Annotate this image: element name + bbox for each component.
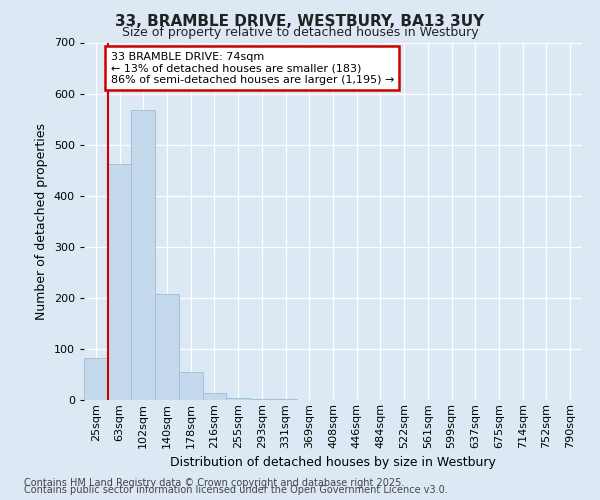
Bar (226, 398, 250, 400)
Bar (203, 393, 226, 400)
Text: 33 BRAMBLE DRIVE: 74sqm
← 13% of detached houses are smaller (183)
86% of semi-d: 33 BRAMBLE DRIVE: 74sqm ← 13% of detache… (110, 52, 394, 85)
Bar (155, 294, 179, 400)
X-axis label: Distribution of detached houses by size in Westbury: Distribution of detached houses by size … (170, 456, 496, 469)
Y-axis label: Number of detached properties: Number of detached properties (35, 122, 48, 320)
Bar (108, 164, 131, 400)
Bar (179, 372, 203, 400)
Text: Contains public sector information licensed under the Open Government Licence v3: Contains public sector information licen… (24, 485, 448, 495)
Text: 33, BRAMBLE DRIVE, WESTBURY, BA13 3UY: 33, BRAMBLE DRIVE, WESTBURY, BA13 3UY (115, 14, 485, 29)
Text: Size of property relative to detached houses in Westbury: Size of property relative to detached ho… (122, 26, 478, 39)
Text: Contains HM Land Registry data © Crown copyright and database right 2025.: Contains HM Land Registry data © Crown c… (24, 478, 404, 488)
Bar (131, 110, 155, 400)
Bar (84, 358, 108, 400)
